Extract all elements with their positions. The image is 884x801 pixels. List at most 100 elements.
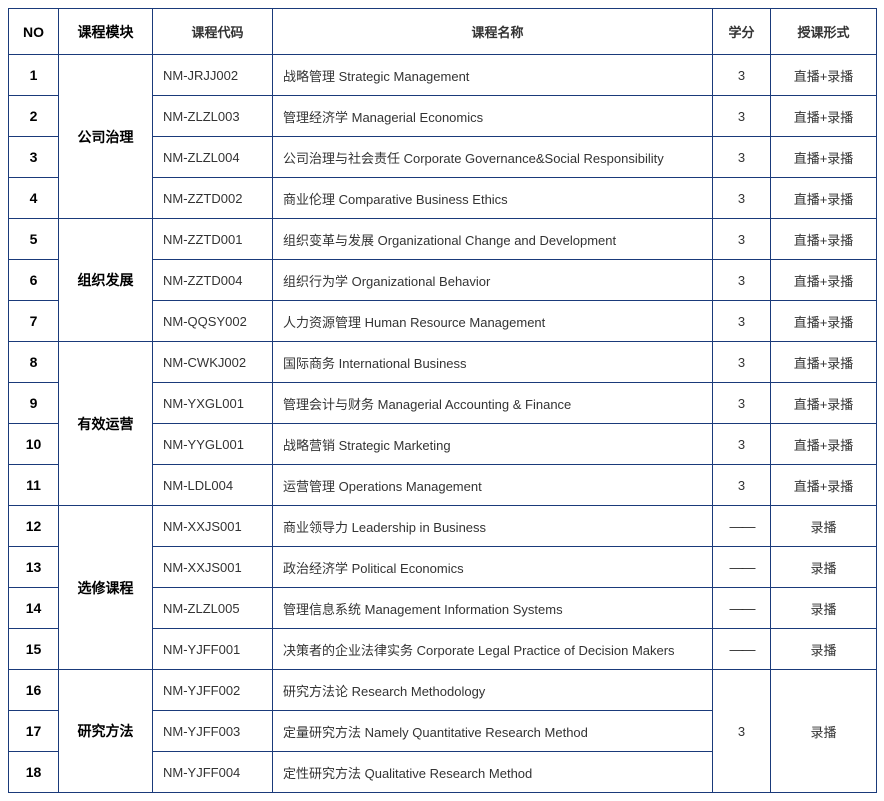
header-module: 课程模块	[59, 9, 153, 55]
cell-name: 人力资源管理 Human Resource Management	[273, 301, 713, 342]
cell-credit: 3	[713, 219, 771, 260]
cell-name: 战略管理 Strategic Management	[273, 55, 713, 96]
cell-code: NM-ZZTD004	[153, 260, 273, 301]
cell-credit: ——	[713, 629, 771, 670]
table-row: 12选修课程NM-XXJS001商业领导力 Leadership in Busi…	[9, 506, 877, 547]
cell-credit: ——	[713, 506, 771, 547]
cell-name: 组织变革与发展 Organizational Change and Develo…	[273, 219, 713, 260]
cell-no: 13	[9, 547, 59, 588]
header-row: NO 课程模块 课程代码 课程名称 学分 授课形式	[9, 9, 877, 55]
cell-name: 组织行为学 Organizational Behavior	[273, 260, 713, 301]
cell-no: 11	[9, 465, 59, 506]
cell-code: NM-YJFF003	[153, 711, 273, 752]
cell-credit: 3	[713, 96, 771, 137]
cell-code: NM-XXJS001	[153, 547, 273, 588]
cell-name: 国际商务 International Business	[273, 342, 713, 383]
cell-code: NM-YJFF001	[153, 629, 273, 670]
cell-no: 15	[9, 629, 59, 670]
cell-module: 公司治理	[59, 55, 153, 219]
cell-no: 9	[9, 383, 59, 424]
table-row: 16研究方法NM-YJFF002研究方法论 Research Methodolo…	[9, 670, 877, 711]
header-code: 课程代码	[153, 9, 273, 55]
cell-name: 决策者的企业法律实务 Corporate Legal Practice of D…	[273, 629, 713, 670]
cell-name: 运营管理 Operations Management	[273, 465, 713, 506]
header-credit: 学分	[713, 9, 771, 55]
cell-credit: 3	[713, 137, 771, 178]
cell-format: 直播+录播	[771, 424, 877, 465]
cell-credit: 3	[713, 260, 771, 301]
cell-code: NM-YJFF004	[153, 752, 273, 793]
cell-format: 录播	[771, 547, 877, 588]
cell-code: NM-ZZTD001	[153, 219, 273, 260]
cell-format: 直播+录播	[771, 55, 877, 96]
cell-name: 政治经济学 Political Economics	[273, 547, 713, 588]
table-row: 1公司治理NM-JRJJ002战略管理 Strategic Management…	[9, 55, 877, 96]
cell-code: NM-YXGL001	[153, 383, 273, 424]
cell-format: 直播+录播	[771, 219, 877, 260]
cell-credit: 3	[713, 670, 771, 793]
cell-name: 战略营销 Strategic Marketing	[273, 424, 713, 465]
cell-credit: 3	[713, 424, 771, 465]
cell-code: NM-YYGL001	[153, 424, 273, 465]
cell-name: 管理经济学 Managerial Economics	[273, 96, 713, 137]
cell-credit: ——	[713, 588, 771, 629]
cell-format: 录播	[771, 588, 877, 629]
cell-code: NM-ZLZL004	[153, 137, 273, 178]
cell-format: 直播+录播	[771, 465, 877, 506]
header-no: NO	[9, 9, 59, 55]
cell-format: 直播+录播	[771, 260, 877, 301]
cell-code: NM-ZLZL003	[153, 96, 273, 137]
cell-module: 研究方法	[59, 670, 153, 793]
cell-no: 1	[9, 55, 59, 96]
table-body: 1公司治理NM-JRJJ002战略管理 Strategic Management…	[9, 55, 877, 793]
cell-name: 管理信息系统 Management Information Systems	[273, 588, 713, 629]
cell-code: NM-ZLZL005	[153, 588, 273, 629]
cell-format: 直播+录播	[771, 137, 877, 178]
cell-credit: 3	[713, 465, 771, 506]
cell-code: NM-YJFF002	[153, 670, 273, 711]
cell-name: 商业伦理 Comparative Business Ethics	[273, 178, 713, 219]
cell-no: 10	[9, 424, 59, 465]
cell-no: 14	[9, 588, 59, 629]
cell-format: 录播	[771, 670, 877, 793]
cell-module: 组织发展	[59, 219, 153, 342]
header-format: 授课形式	[771, 9, 877, 55]
cell-format: 直播+录播	[771, 383, 877, 424]
cell-module: 选修课程	[59, 506, 153, 670]
cell-credit: 3	[713, 55, 771, 96]
cell-no: 4	[9, 178, 59, 219]
cell-format: 录播	[771, 629, 877, 670]
cell-name: 定性研究方法 Qualitative Research Method	[273, 752, 713, 793]
table-row: 8有效运营NM-CWKJ002国际商务 International Busine…	[9, 342, 877, 383]
cell-format: 录播	[771, 506, 877, 547]
cell-module: 有效运营	[59, 342, 153, 506]
cell-code: NM-XXJS001	[153, 506, 273, 547]
cell-format: 直播+录播	[771, 301, 877, 342]
cell-no: 7	[9, 301, 59, 342]
cell-name: 研究方法论 Research Methodology	[273, 670, 713, 711]
cell-no: 3	[9, 137, 59, 178]
cell-no: 2	[9, 96, 59, 137]
cell-no: 17	[9, 711, 59, 752]
cell-no: 12	[9, 506, 59, 547]
cell-name: 管理会计与财务 Managerial Accounting & Finance	[273, 383, 713, 424]
cell-format: 直播+录播	[771, 178, 877, 219]
cell-no: 8	[9, 342, 59, 383]
table-row: 5组织发展NM-ZZTD001组织变革与发展 Organizational Ch…	[9, 219, 877, 260]
cell-format: 直播+录播	[771, 96, 877, 137]
cell-code: NM-LDL004	[153, 465, 273, 506]
cell-name: 商业领导力 Leadership in Business	[273, 506, 713, 547]
cell-code: NM-ZZTD002	[153, 178, 273, 219]
course-table: NO 课程模块 课程代码 课程名称 学分 授课形式 1公司治理NM-JRJJ00…	[8, 8, 877, 793]
cell-code: NM-JRJJ002	[153, 55, 273, 96]
cell-format: 直播+录播	[771, 342, 877, 383]
cell-credit: 3	[713, 342, 771, 383]
cell-no: 5	[9, 219, 59, 260]
cell-no: 6	[9, 260, 59, 301]
cell-code: NM-QQSY002	[153, 301, 273, 342]
header-name: 课程名称	[273, 9, 713, 55]
cell-code: NM-CWKJ002	[153, 342, 273, 383]
cell-credit: ——	[713, 547, 771, 588]
cell-credit: 3	[713, 178, 771, 219]
cell-no: 16	[9, 670, 59, 711]
